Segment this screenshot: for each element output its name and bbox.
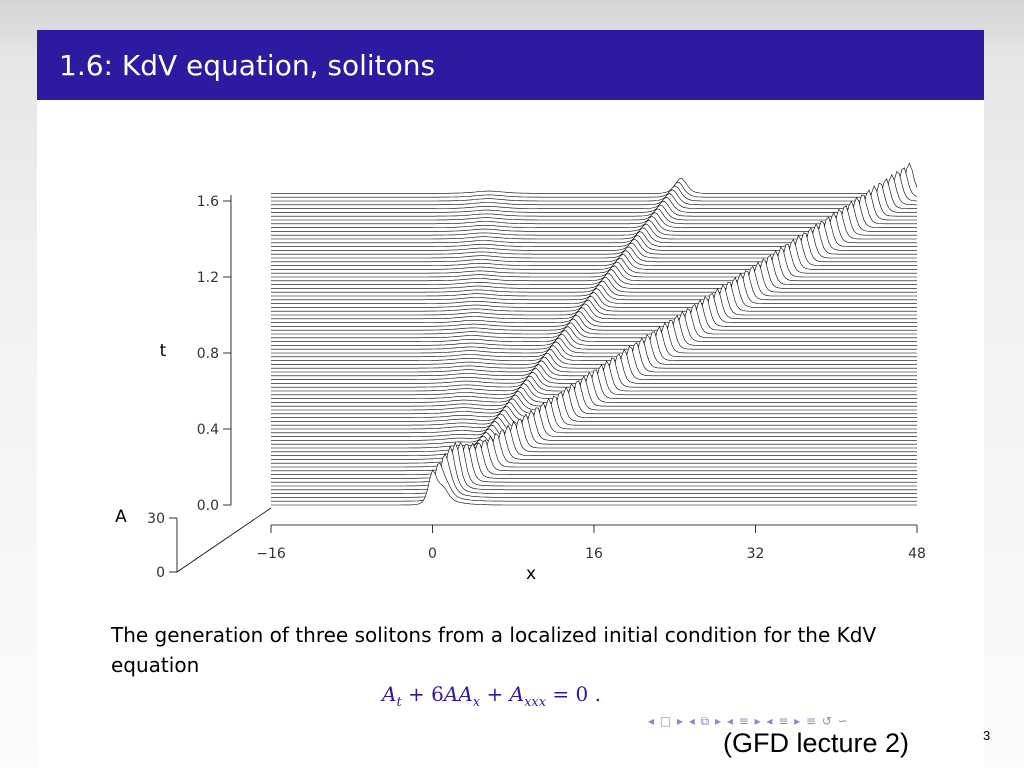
title-bar [37, 30, 984, 100]
equation-sub-xxx: xxx [524, 695, 547, 710]
equation-sub-t: t [396, 695, 402, 710]
equation-sub-x: x [472, 695, 481, 710]
equation-op-1: + 6 [401, 682, 444, 706]
equation-term-at: A [382, 682, 397, 706]
slide-caption: The generation of three solitons from a … [111, 623, 877, 677]
lecture-label: (GFD lecture 2) [723, 728, 910, 758]
slide-title: 1.6: KdV equation, solitons [59, 49, 436, 82]
equation-op-2: + [480, 682, 510, 706]
equation-term-axxx: A [509, 682, 525, 706]
beamer-navigation-symbols[interactable]: ◂ □ ▸ ◂ ⧉ ▸ ◂ ≡ ▸ ◂ ≡ ▸ ≡ ↺ ∽ [648, 714, 849, 728]
page-number: 3 [983, 728, 991, 743]
equation-rhs: = 0 . [546, 682, 601, 706]
kdv-equation: At + 6AAx + Axxx = 0 . [382, 682, 601, 710]
equation-term-aax: AA [443, 682, 473, 706]
